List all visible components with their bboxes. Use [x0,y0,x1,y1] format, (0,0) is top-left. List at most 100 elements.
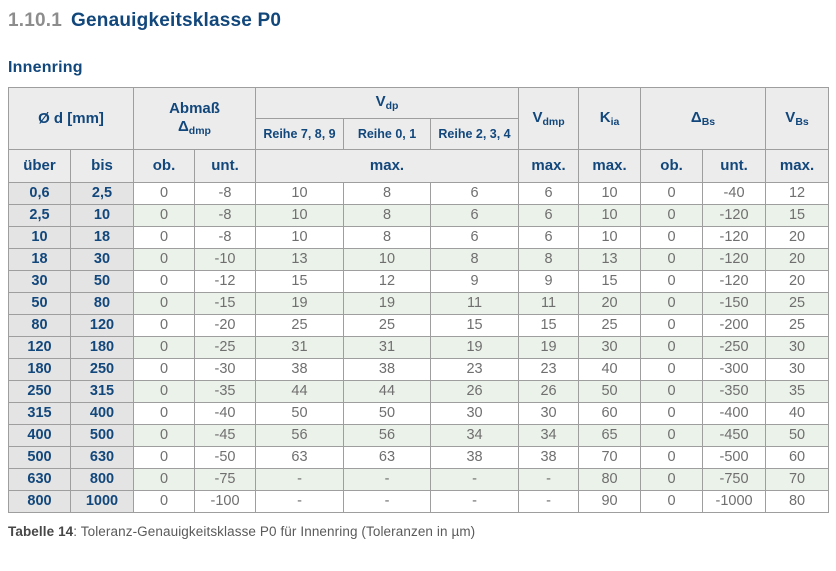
header-vdmp: Vdmp [518,86,580,150]
cell-value: 20 [578,291,642,315]
table-row: 315 400 0 -40 50 50 30 30 60 0 -400 40 [8,401,830,425]
header-diameter: Ø d [mm] [8,86,134,150]
cell-value: 30 [578,335,642,359]
cell-value: 20 [765,247,830,271]
cell-value: 8 [343,225,431,249]
cell-value: 0 [640,269,704,293]
cell-value: -400 [702,401,767,425]
cell-value: -100 [194,489,256,513]
cell-value: -12 [194,269,256,293]
cell-diameter: 630 [8,467,71,491]
header-ob-1: ob. [133,148,195,183]
cell-value: 0 [133,489,195,513]
cell-value: 11 [429,291,520,315]
cell-value: 44 [343,379,431,403]
document-page: 1.10.1 Genauigkeitsklasse P0 Innenring Ø … [8,10,830,539]
cell-value: 6 [518,181,580,205]
cell-diameter: 30 [8,269,71,293]
header-reihe-234: Reihe 2, 3, 4 [429,117,520,150]
cell-diameter: 120 [8,335,71,359]
cell-value: 38 [343,357,431,381]
cell-value: 10 [255,203,344,227]
cell-value: 15 [429,313,520,337]
cell-value: -8 [194,225,256,249]
cell-diameter: 10 [70,203,134,227]
cell-value: 9 [518,269,580,293]
tolerance-table: Ø d [mm] Abmaß Δdmp Vdp Vdmp Kia ΔBs [8,86,830,513]
cell-diameter: 500 [70,423,134,447]
cell-value: 0 [133,467,195,491]
cell-value: 38 [429,445,520,469]
cell-value: -300 [702,357,767,381]
cell-value: 6 [429,181,520,205]
cell-value: 31 [343,335,431,359]
cell-value: -35 [194,379,256,403]
cell-diameter: 2,5 [70,181,134,205]
cell-value: 9 [429,269,520,293]
cell-value: 12 [765,181,830,205]
cell-value: 90 [578,489,642,513]
table-caption: Tabelle 14: Toleranz-Genauigkeitsklasse … [8,524,828,539]
table-row: 50 80 0 -15 19 19 11 11 20 0 -150 25 [8,291,830,315]
cell-value: -750 [702,467,767,491]
cell-value: -25 [194,335,256,359]
table-row: 500 630 0 -50 63 63 38 38 70 0 -500 60 [8,445,830,469]
cell-diameter: 180 [70,335,134,359]
cell-value: 0 [133,357,195,381]
table-row: 80 120 0 -20 25 25 15 15 25 0 -200 25 [8,313,830,337]
cell-value: 19 [429,335,520,359]
cell-diameter: 10 [8,225,71,249]
cell-value: 11 [518,291,580,315]
cell-value: 34 [429,423,520,447]
cell-value: 20 [765,269,830,293]
cell-value: 26 [518,379,580,403]
cell-value: 12 [343,269,431,293]
header-max-kia: max. [578,148,642,183]
cell-value: 0 [133,247,195,271]
cell-value: 19 [518,335,580,359]
header-reihe-01: Reihe 0, 1 [343,117,431,150]
cell-value: 30 [429,401,520,425]
cell-diameter: 500 [8,445,71,469]
cell-value: 80 [578,467,642,491]
cell-value: 13 [255,247,344,271]
cell-value: -75 [194,467,256,491]
cell-diameter: 180 [8,357,71,381]
cell-value: -120 [702,203,767,227]
cell-value: 25 [578,313,642,337]
cell-value: -120 [702,269,767,293]
cell-value: 10 [578,181,642,205]
header-kia: Kia [578,86,642,150]
header-ueber: über [8,148,71,183]
cell-diameter: 80 [70,291,134,315]
header-reihe-789: Reihe 7, 8, 9 [255,117,344,150]
cell-diameter: 18 [8,247,71,271]
table-row: 2,5 10 0 -8 10 8 6 6 10 0 -120 15 [8,203,830,227]
table-row: 120 180 0 -25 31 31 19 19 30 0 -250 30 [8,335,830,359]
header-diameter-label: Ø d [mm] [38,109,104,127]
cell-value: 15 [765,203,830,227]
header-unt-2: unt. [702,148,767,183]
cell-value: -10 [194,247,256,271]
cell-value: 15 [578,269,642,293]
cell-value: 70 [765,467,830,491]
cell-value: 80 [765,489,830,513]
heading-number: 1.10.1 [8,10,63,31]
cell-value: - [343,467,431,491]
header-abmass-symbol: Δdmp [178,117,211,137]
cell-value: 15 [518,313,580,337]
cell-value: 50 [765,423,830,447]
cell-value: 10 [255,225,344,249]
cell-value: 8 [343,181,431,205]
table-header: Ø d [mm] Abmaß Δdmp Vdp Vdmp Kia ΔBs [8,86,830,183]
table-row: 800 1000 0 -100- - - -90 0 -1000 80 [8,489,830,513]
cell-value: 63 [255,445,344,469]
cell-value: 13 [578,247,642,271]
cell-value: 0 [133,401,195,425]
cell-value: 30 [518,401,580,425]
cell-value: 10 [255,181,344,205]
cell-value: 60 [765,445,830,469]
cell-diameter: 50 [70,269,134,293]
cell-value: -40 [194,401,256,425]
cell-value: 25 [343,313,431,337]
